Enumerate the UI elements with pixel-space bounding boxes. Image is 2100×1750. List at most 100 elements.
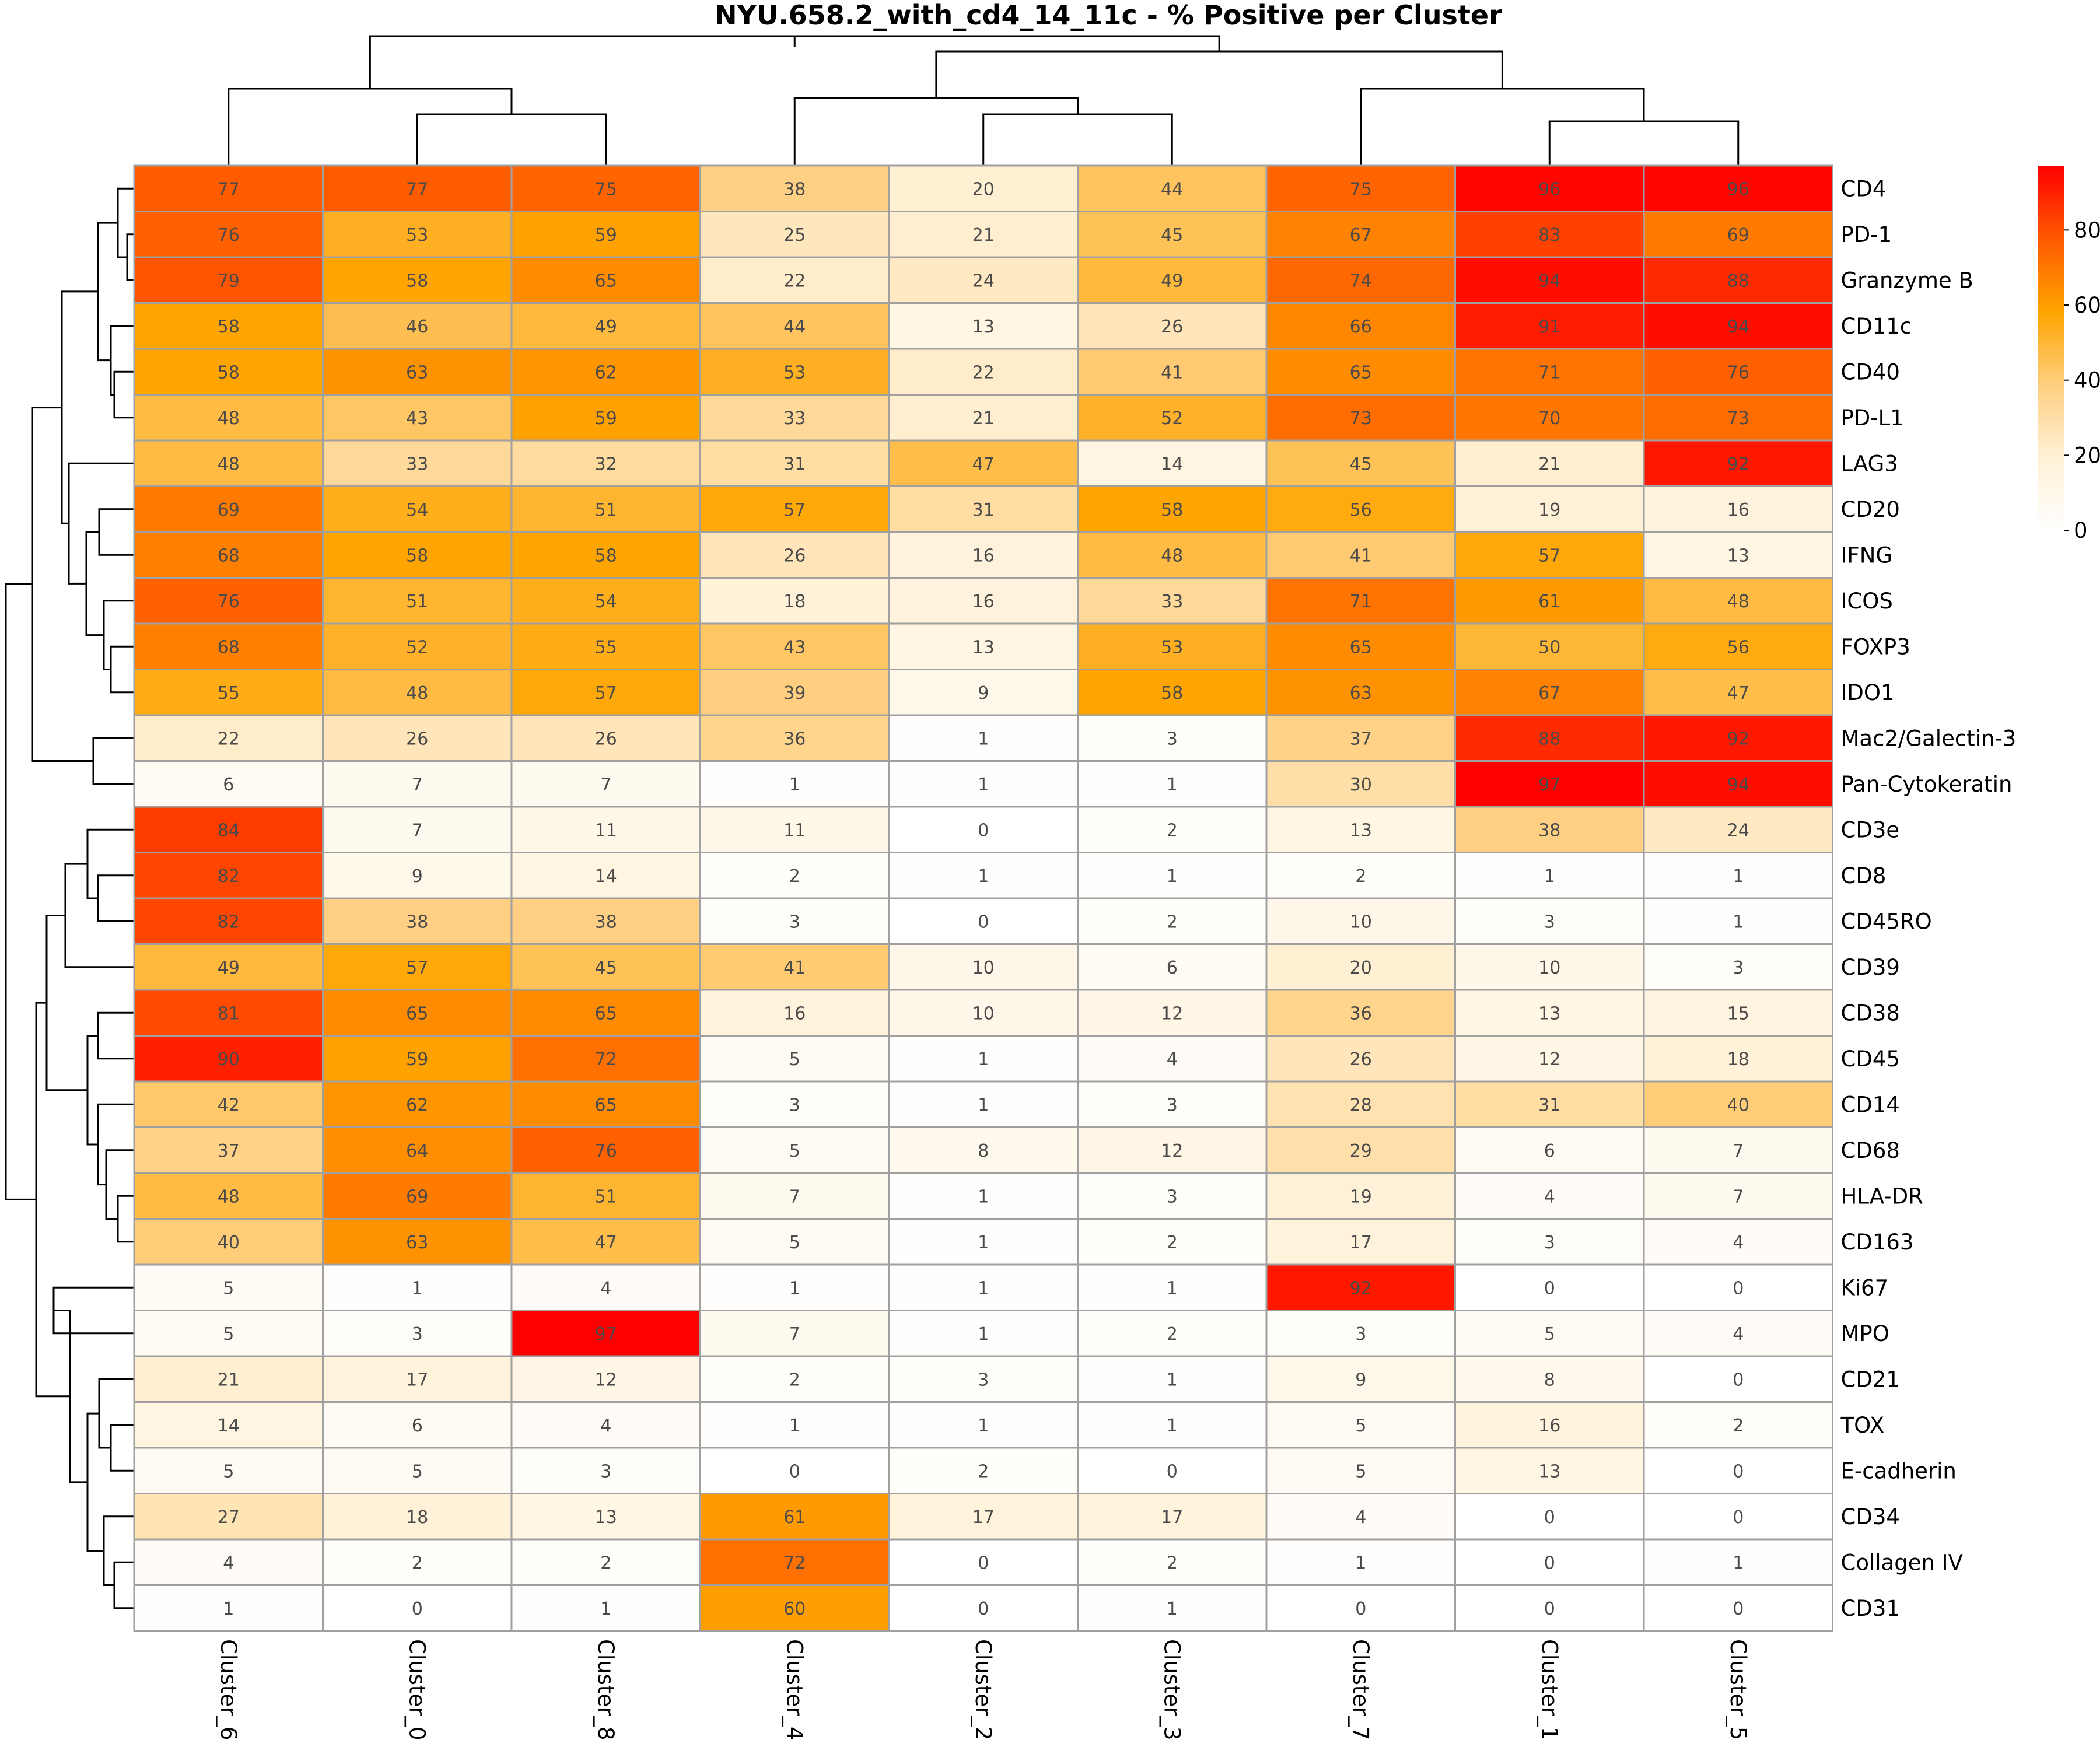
cell-value-label: 58 xyxy=(1161,683,1183,704)
cell-value-label: 58 xyxy=(218,317,240,337)
cell-value-label: 31 xyxy=(972,500,995,520)
heatmap-cell xyxy=(1077,760,1268,808)
cell-value-label: 76 xyxy=(595,1141,617,1161)
heatmap-cell xyxy=(699,1218,890,1266)
column-label: Cluster_6 xyxy=(216,1639,241,1740)
heatmap-cell xyxy=(1077,1172,1268,1220)
cell-value-label: 55 xyxy=(218,683,240,704)
cell-value-label: 7 xyxy=(1732,1141,1744,1161)
heatmap-cell xyxy=(133,256,324,304)
heatmap-cell xyxy=(133,1538,324,1586)
cell-value-label: 75 xyxy=(1350,179,1372,200)
column-label: Cluster_3 xyxy=(1159,1639,1184,1740)
heatmap-cell xyxy=(699,1401,890,1449)
cell-value-label: 5 xyxy=(1355,1461,1366,1482)
cell-value-label: 53 xyxy=(1161,637,1183,657)
heatmap-cell xyxy=(1643,348,1833,396)
column-label: Cluster_4 xyxy=(782,1639,807,1740)
heatmap-cell xyxy=(1077,1401,1268,1449)
cell-value-label: 63 xyxy=(406,362,428,383)
dendrogram-branch xyxy=(68,462,134,584)
row-label: CD11c xyxy=(1841,314,1912,339)
heatmap-cell xyxy=(322,943,513,991)
heatmap-cell xyxy=(1265,1310,1456,1357)
cell-value-label: 54 xyxy=(595,592,617,612)
cell-value-label: 4 xyxy=(1732,1233,1744,1253)
heatmap-cell xyxy=(888,1355,1079,1403)
cell-value-label: 92 xyxy=(1727,454,1749,474)
heatmap-cell xyxy=(1077,622,1268,670)
cell-value-label: 58 xyxy=(1161,500,1183,520)
dendrogram-branch xyxy=(982,113,1173,166)
cell-value-label: 7 xyxy=(412,775,423,795)
dendrogram-branch xyxy=(97,1103,134,1186)
heatmap-cell xyxy=(1077,897,1268,945)
color-legend: 0 20 40 60 80 xyxy=(2038,166,2100,543)
cell-value-label: 70 xyxy=(1538,408,1560,429)
cell-value-label: 24 xyxy=(972,271,995,291)
heatmap-cell xyxy=(888,1126,1079,1174)
dendrogram-branch xyxy=(61,290,98,524)
heatmap-cell xyxy=(699,211,890,258)
cell-value-label: 71 xyxy=(1350,592,1372,612)
cell-value-label: 3 xyxy=(600,1461,611,1482)
cell-value-label: 5 xyxy=(412,1461,423,1482)
cell-value-label: 1 xyxy=(1732,912,1744,932)
cell-value-label: 45 xyxy=(1350,454,1372,474)
cell-value-label: 2 xyxy=(978,1461,989,1482)
heatmap-cell xyxy=(1643,577,1833,625)
cell-value-label: 1 xyxy=(1167,775,1178,795)
cell-value-label: 1 xyxy=(1167,1370,1178,1390)
cell-value-label: 10 xyxy=(1538,958,1560,978)
row-label: CD14 xyxy=(1841,1092,1900,1117)
dendrogram-branch xyxy=(105,1149,134,1220)
cell-value-label: 8 xyxy=(978,1141,989,1161)
heatmap-cell xyxy=(888,211,1079,258)
column-label: Cluster_0 xyxy=(404,1639,429,1740)
heatmap-cell xyxy=(1643,622,1833,670)
cell-value-label: 14 xyxy=(1161,454,1183,474)
cell-value-label: 10 xyxy=(972,958,995,978)
heatmap-cell xyxy=(1454,1035,1645,1083)
heatmap-cell xyxy=(888,302,1079,350)
heatmap-cell xyxy=(1077,531,1268,579)
row-label: CD3e xyxy=(1841,817,1900,842)
heatmap-cell xyxy=(1265,1126,1456,1174)
cell-value-label: 73 xyxy=(1350,408,1372,429)
cell-value-label: 83 xyxy=(1538,225,1560,246)
cell-value-label: 9 xyxy=(412,866,423,887)
heatmap-cell xyxy=(888,1538,1079,1586)
row-label: CD163 xyxy=(1841,1230,1914,1255)
cell-value-label: 0 xyxy=(1732,1599,1744,1619)
cell-value-label: 0 xyxy=(412,1599,423,1619)
heatmap-cell xyxy=(1077,348,1268,396)
cell-value-label: 45 xyxy=(1161,225,1183,246)
cell-value-label: 13 xyxy=(972,317,995,337)
cell-value-label: 0 xyxy=(1544,1553,1555,1573)
heatmap-cell xyxy=(1454,1126,1645,1174)
cell-value-label: 2 xyxy=(789,1370,800,1390)
cell-value-label: 92 xyxy=(1727,729,1749,749)
cell-value-label: 0 xyxy=(978,820,989,841)
heatmap-cell xyxy=(510,1401,701,1449)
cell-value-label: 26 xyxy=(406,729,428,749)
row-label: IDO1 xyxy=(1841,680,1895,705)
cell-value-label: 15 xyxy=(1727,1003,1749,1024)
heatmap-cell xyxy=(1643,1035,1833,1083)
heatmap-cell xyxy=(1265,1355,1456,1403)
cell-value-label: 3 xyxy=(412,1324,423,1345)
cell-value-label: 13 xyxy=(1538,1461,1560,1482)
dendrogram-branch xyxy=(117,187,134,258)
dendrogram-branch xyxy=(113,370,134,419)
dendrogram-branch xyxy=(97,874,134,922)
heatmap-cell xyxy=(1643,806,1833,853)
heatmap-cell xyxy=(322,806,513,853)
cell-value-label: 18 xyxy=(406,1507,428,1528)
cell-value-label: 73 xyxy=(1727,408,1749,429)
heatmap-cell xyxy=(1265,1401,1456,1449)
cell-value-label: 42 xyxy=(218,1095,240,1115)
cell-value-label: 0 xyxy=(1732,1370,1744,1390)
heatmap-cell xyxy=(510,897,701,945)
cell-value-label: 25 xyxy=(783,225,806,246)
